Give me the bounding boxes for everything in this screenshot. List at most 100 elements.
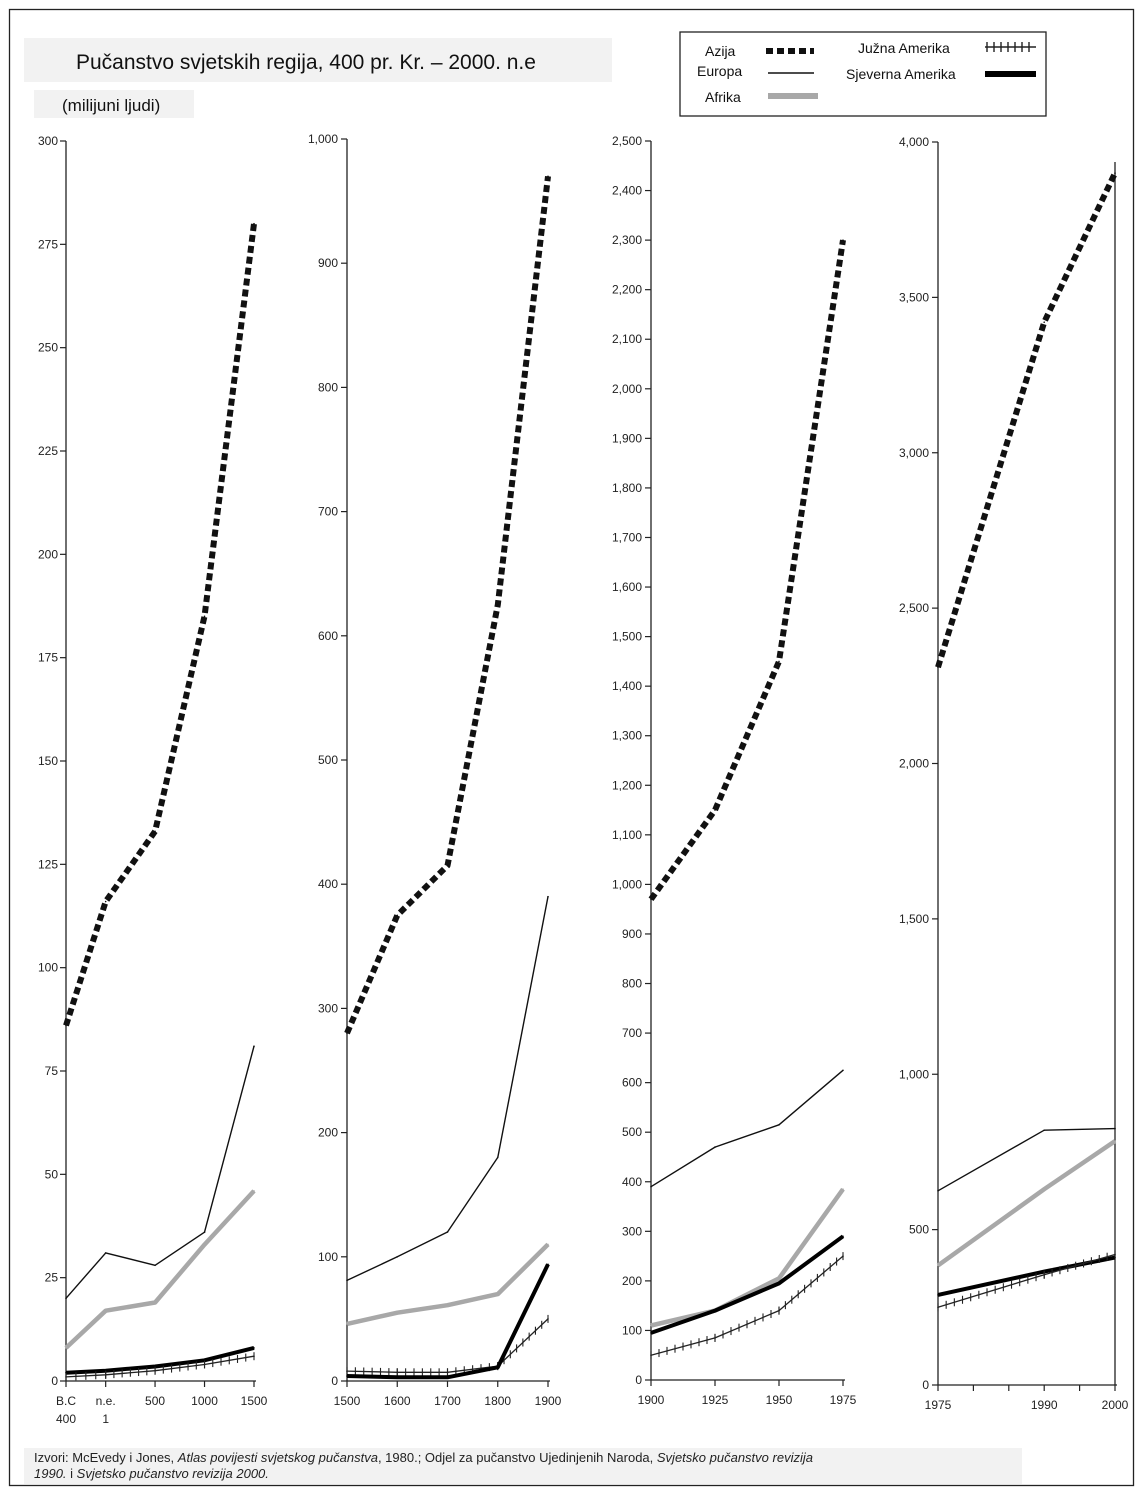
- y-tick-label: 800: [622, 977, 642, 991]
- data-point-sjeverna: [446, 1376, 449, 1379]
- y-tick-label: 2,300: [612, 233, 642, 247]
- source-work-2b: 1990.: [34, 1466, 67, 1481]
- data-point-azija: [154, 830, 156, 833]
- y-tick-label: 2,500: [899, 601, 929, 615]
- x-tick-label: 1600: [384, 1394, 411, 1408]
- data-point-sjeverna: [937, 1294, 939, 1296]
- y-tick-label: 100: [622, 1323, 642, 1337]
- legend-label-afrika: Afrika: [705, 89, 741, 105]
- x-tick-label: 1975: [830, 1393, 857, 1407]
- data-point-afrika: [446, 1304, 449, 1307]
- y-tick-label: 200: [38, 547, 58, 561]
- legend-label-europa: Europa: [697, 63, 742, 79]
- data-point-juzna: [396, 1371, 399, 1374]
- data-point-sjeverna: [547, 1263, 549, 1266]
- y-tick-label: 3,000: [899, 446, 929, 460]
- data-point-azija: [65, 1024, 67, 1027]
- y-tick-label: 800: [318, 380, 338, 394]
- series-line-azija: [63, 223, 257, 1027]
- legend-label-sjeverna: Sjeverna Amerika: [846, 66, 956, 82]
- series-line-juzna: [937, 1253, 1116, 1308]
- data-point-europa: [1114, 1127, 1116, 1130]
- data-point-azija: [253, 222, 255, 225]
- y-tick-label: 600: [318, 629, 338, 643]
- x-tick-label: 1700: [434, 1394, 461, 1408]
- data-point-afrika: [1043, 1188, 1045, 1191]
- y-tick-label: 2,500: [612, 134, 642, 148]
- y-tick-label: 400: [318, 877, 338, 891]
- data-point-azija: [1043, 321, 1045, 324]
- y-tick-label: 1,500: [899, 912, 929, 926]
- y-tick-label: 2,100: [612, 332, 642, 346]
- data-point-afrika: [154, 1301, 156, 1304]
- data-point-azija: [446, 864, 449, 867]
- data-point-sjeverna: [496, 1366, 499, 1369]
- data-point-europa: [203, 1231, 206, 1233]
- y-tick-label: 400: [622, 1175, 642, 1189]
- x-tick-label: 1500: [241, 1394, 268, 1408]
- y-tick-label: 300: [318, 1001, 338, 1015]
- data-point-sjeverna: [253, 1347, 255, 1349]
- series-line-sjeverna: [937, 1255, 1116, 1297]
- series-line-afrika: [64, 1189, 256, 1350]
- panel-1: 0 25 50 75 100 125 150 175 200 225 250 275 300 B.C 400…: [38, 134, 268, 1426]
- y-tick-label: 0: [51, 1374, 58, 1388]
- data-point-juzna: [778, 1309, 780, 1312]
- source-conj: i: [67, 1466, 77, 1481]
- data-point-afrika: [253, 1190, 255, 1192]
- y-tick-label: 1,600: [612, 580, 642, 594]
- chart-title: Pučanstvo svjetskih regija, 400 pr. Kr. …: [76, 51, 536, 74]
- y-tick-label: 25: [45, 1271, 59, 1285]
- source-band: [24, 1448, 1022, 1484]
- data-point-europa: [496, 1156, 499, 1159]
- legend-swatch-juzna-ticks: [986, 42, 1030, 52]
- data-point-juzna: [104, 1374, 107, 1376]
- data-point-juzna: [937, 1306, 939, 1309]
- title-band: [24, 38, 612, 82]
- x-tick-label: n.e.: [96, 1394, 116, 1408]
- y-tick-label: 1,000: [899, 1067, 929, 1081]
- y-tick-label: 125: [38, 857, 58, 871]
- y-tick-label: 1,400: [612, 679, 642, 693]
- data-point-juzna: [253, 1355, 255, 1357]
- x-tick-label: 1900: [638, 1393, 665, 1407]
- y-tick-label: 2,200: [612, 283, 642, 297]
- data-point-sjeverna: [714, 1309, 716, 1312]
- data-point-juzna: [1043, 1273, 1045, 1276]
- x-tick-label: B.C: [56, 1394, 76, 1408]
- data-point-juzna: [203, 1363, 206, 1366]
- y-tick-label: 1,500: [612, 630, 642, 644]
- source-line-2: 1990. i Svjetsko pučanstvo revizija 2000…: [34, 1466, 269, 1481]
- data-point-europa: [937, 1189, 939, 1192]
- data-point-europa: [778, 1123, 780, 1126]
- series-line-azija: [935, 171, 1118, 669]
- y-tick-label: 900: [318, 256, 338, 270]
- series-line-europa: [650, 1069, 844, 1188]
- y-tick-label: 900: [622, 927, 642, 941]
- y-tick-label: 225: [38, 444, 58, 458]
- source-work-2: Svjetsko pučanstvo revizija: [657, 1450, 813, 1465]
- y-tick-label: 150: [38, 754, 58, 768]
- y-tick-label: 275: [38, 237, 58, 251]
- y-tick-label: 2,000: [899, 757, 929, 771]
- data-point-afrika: [104, 1309, 107, 1312]
- x-tick-label: 2000: [1102, 1398, 1129, 1412]
- data-point-azija: [396, 914, 399, 917]
- y-tick-label: 0: [331, 1374, 338, 1388]
- data-point-azija: [778, 660, 780, 663]
- y-tick-label: 1,000: [612, 877, 642, 891]
- y-tick-label: 0: [922, 1378, 929, 1392]
- y-tick-label: 1,800: [612, 481, 642, 495]
- data-point-sjeverna: [396, 1376, 399, 1379]
- data-point-juzna: [714, 1337, 716, 1339]
- series-line-juzna: [650, 1255, 844, 1356]
- data-point-europa: [446, 1231, 449, 1233]
- series-line-afrika: [936, 1139, 1117, 1268]
- data-point-azija: [842, 239, 844, 241]
- x-tick-sublabel: 400: [56, 1412, 76, 1426]
- data-point-afrika: [650, 1324, 652, 1327]
- x-tick-label: 1500: [334, 1394, 361, 1408]
- y-tick-label: 100: [38, 961, 58, 975]
- data-point-afrika: [937, 1264, 939, 1267]
- panel-3: 0 100 200 300 400 500 600 700 800 900 1,000 1,100 1,…: [612, 134, 857, 1407]
